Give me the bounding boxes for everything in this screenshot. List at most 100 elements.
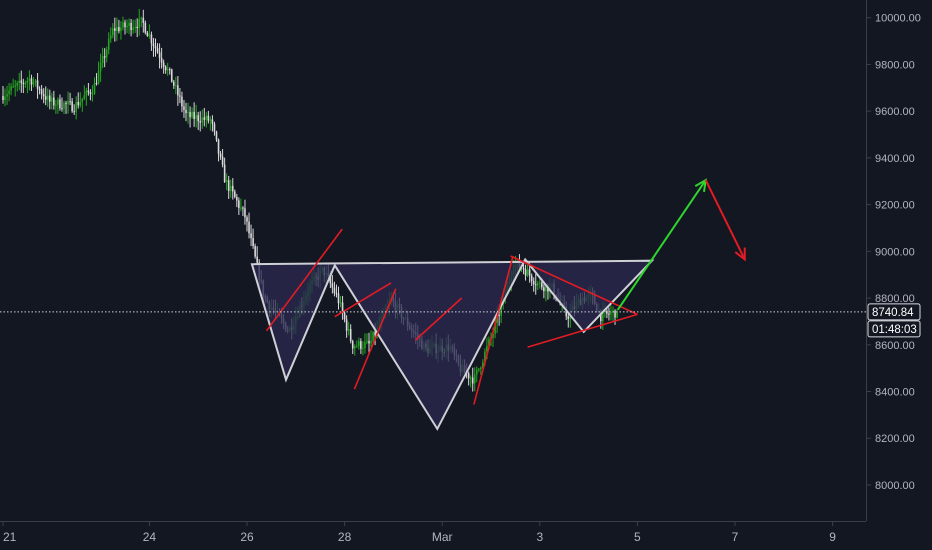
candle <box>469 375 472 388</box>
candle <box>136 18 138 38</box>
candle <box>238 197 240 215</box>
y-tick-label: 9800.00 <box>875 59 915 71</box>
candle <box>89 89 92 101</box>
candle <box>229 179 232 198</box>
candle <box>610 305 612 321</box>
candle <box>81 97 84 112</box>
candle <box>254 243 256 259</box>
candle <box>103 48 106 68</box>
y-tick-label: 9000.00 <box>875 246 915 258</box>
candle <box>242 206 244 217</box>
candle <box>339 296 342 308</box>
candle <box>335 284 338 298</box>
y-tick-label: 9200.00 <box>875 200 915 212</box>
candle <box>79 92 82 108</box>
candle <box>205 112 208 128</box>
candle <box>4 88 6 107</box>
x-tick-label: 24 <box>143 530 157 544</box>
candle <box>140 16 143 28</box>
candle <box>158 43 161 69</box>
candle <box>168 67 171 75</box>
candle <box>199 111 202 132</box>
candle <box>138 8 141 36</box>
candle <box>77 92 80 109</box>
time-axis[interactable]: 21 24 26 28 Mar 3 5 7 9 <box>2 521 836 544</box>
candle <box>164 65 167 74</box>
candle <box>55 99 57 114</box>
candle <box>142 9 145 33</box>
candle <box>42 88 45 104</box>
trend-line <box>353 288 397 390</box>
candle <box>59 94 61 111</box>
candle <box>93 77 96 95</box>
candle <box>57 97 59 114</box>
last-price-tag: 8740.84 <box>867 303 921 321</box>
candle <box>40 84 43 100</box>
trend-line <box>527 313 638 348</box>
candle <box>107 32 110 55</box>
candle <box>144 20 147 35</box>
candle <box>191 107 193 119</box>
x-tick-label: 9 <box>829 530 836 544</box>
candle <box>134 19 136 33</box>
candle <box>120 21 122 40</box>
candle <box>150 31 153 51</box>
candle <box>201 109 204 129</box>
candle <box>360 338 362 354</box>
countdown-tag-bg <box>867 320 921 338</box>
candle <box>246 215 248 232</box>
candle <box>101 47 104 69</box>
candle <box>6 85 8 105</box>
price-axis[interactable]: 10000.00 9800.00 9600.00 9400.00 9200.00 9000… <box>866 13 921 492</box>
candle <box>24 80 27 88</box>
candle <box>331 275 334 294</box>
candle <box>34 78 37 87</box>
candle <box>160 47 163 69</box>
candle <box>128 18 130 35</box>
candle <box>85 87 88 106</box>
candle <box>236 193 238 208</box>
x-tick-label: 3 <box>536 530 543 544</box>
candle <box>240 198 242 212</box>
x-tick-label: Mar <box>432 530 453 544</box>
candle <box>473 367 476 392</box>
candle <box>122 16 124 31</box>
candle <box>478 367 480 373</box>
candle <box>252 228 254 249</box>
candle <box>181 91 183 113</box>
candle <box>170 68 173 83</box>
candle <box>162 59 165 74</box>
candle <box>175 76 177 95</box>
candle <box>99 53 102 82</box>
trend-line <box>414 297 463 341</box>
candle <box>63 100 65 114</box>
candle <box>356 340 358 348</box>
candle <box>248 212 250 239</box>
candle <box>10 83 12 96</box>
candle <box>522 264 525 275</box>
candle <box>44 86 47 106</box>
candle <box>349 324 352 344</box>
candle <box>351 339 354 355</box>
candle <box>347 321 350 336</box>
candle <box>112 23 114 39</box>
candle <box>366 333 368 345</box>
trend-line <box>473 255 514 405</box>
candle <box>65 100 67 114</box>
candle <box>536 280 539 291</box>
candle <box>227 175 230 199</box>
candle <box>217 138 220 162</box>
candle <box>530 273 533 286</box>
candle <box>105 46 108 63</box>
y-tick-label: 8600.00 <box>875 340 915 352</box>
candle <box>608 307 610 321</box>
candle <box>73 104 75 115</box>
last-price-tag-bg <box>867 303 921 321</box>
head-and-shoulders-outline <box>250 257 655 431</box>
candle <box>341 295 344 320</box>
candle <box>223 157 226 183</box>
pattern-layer <box>250 228 655 431</box>
candle <box>95 73 98 86</box>
candle <box>132 19 134 34</box>
